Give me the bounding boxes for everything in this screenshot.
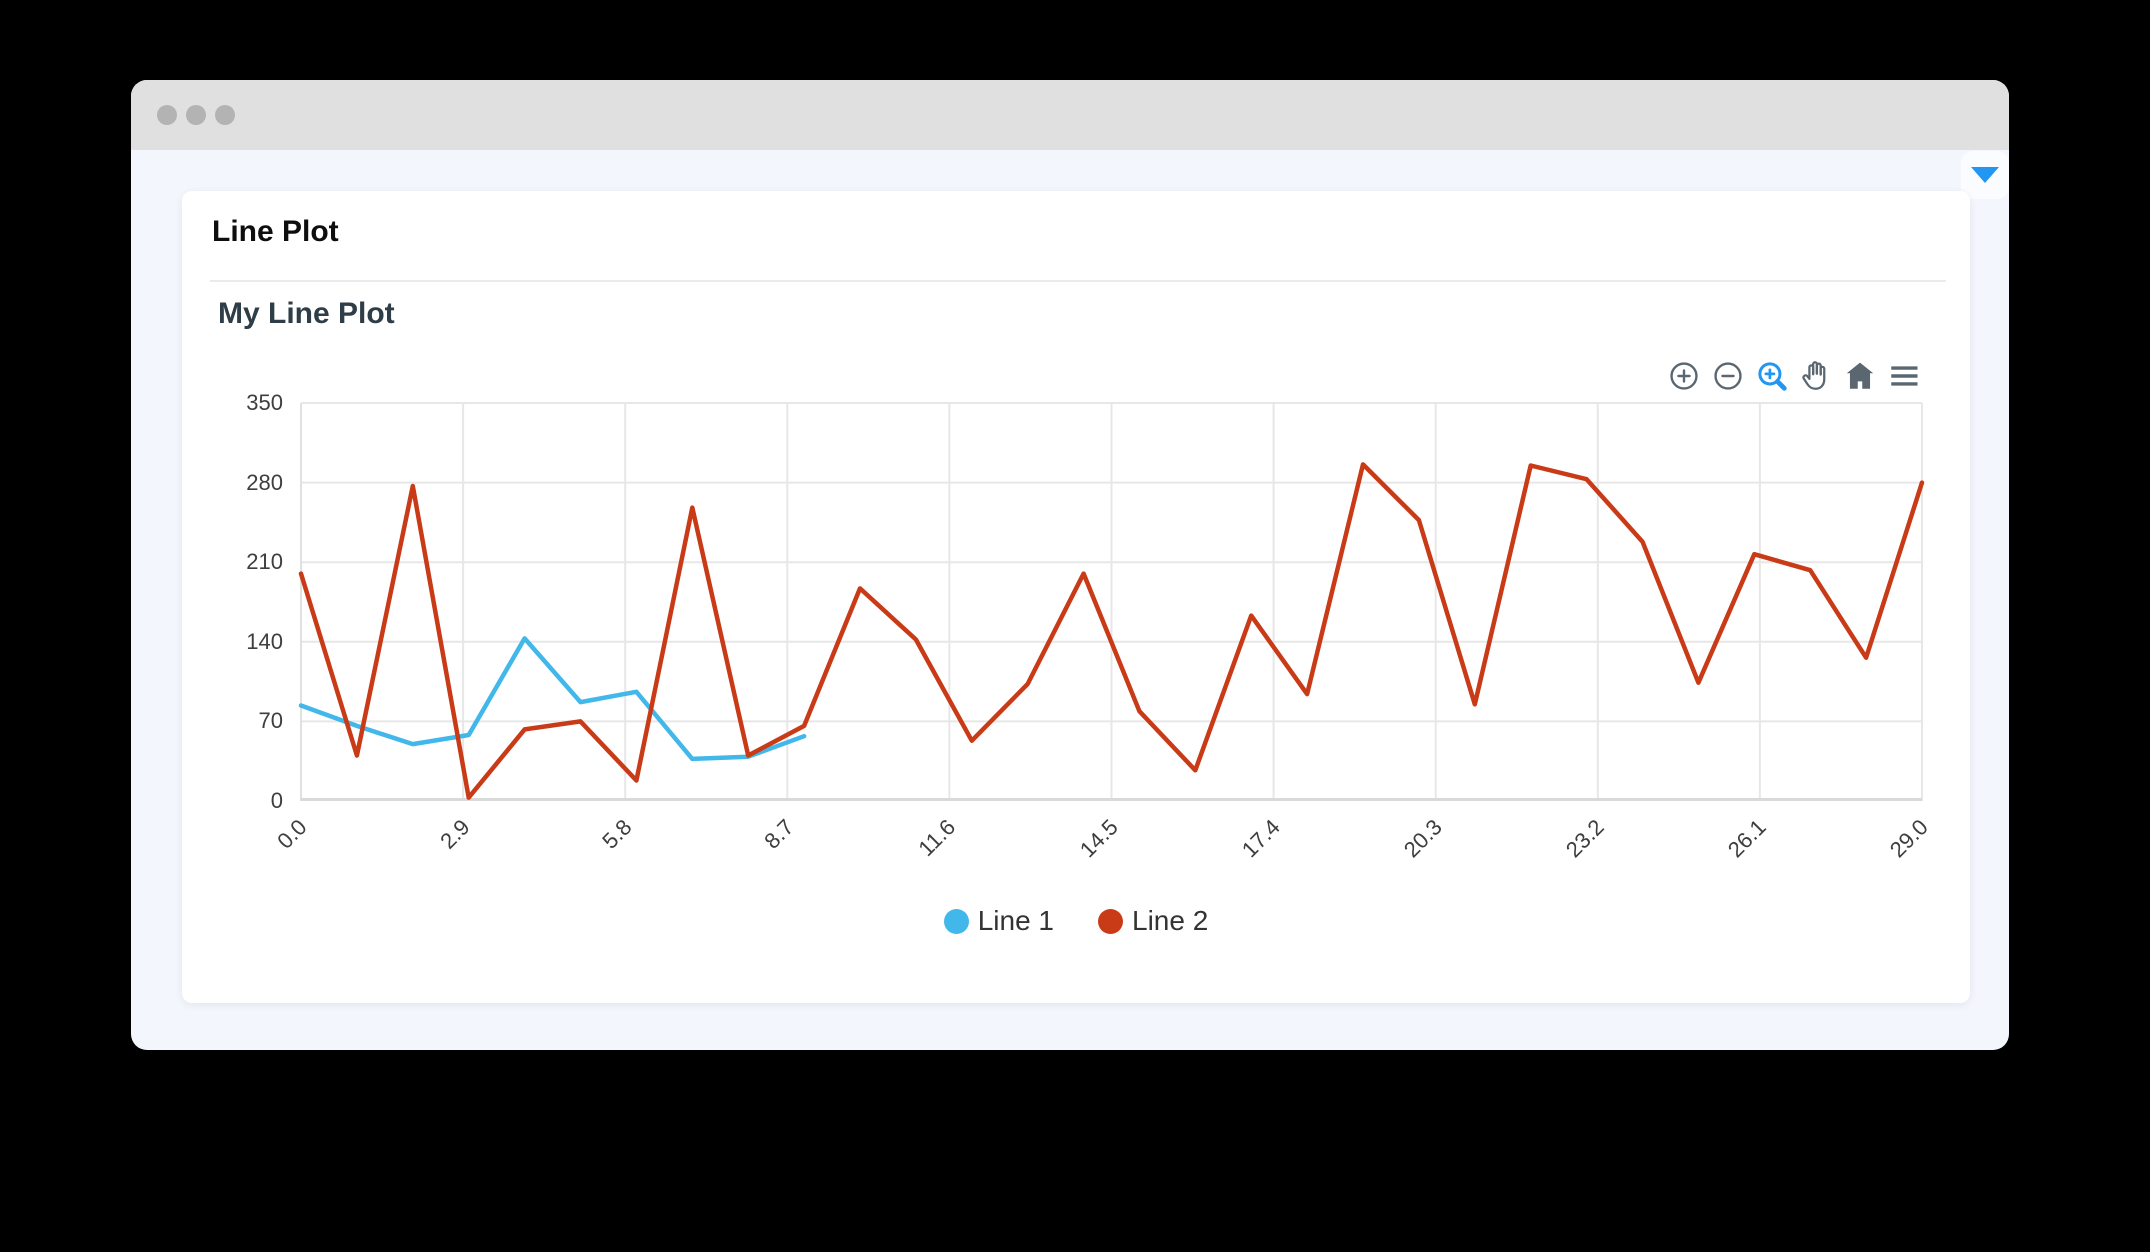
traffic-light-close[interactable]	[157, 105, 177, 125]
legend-item-line-1: Line 1	[943, 905, 1054, 937]
traffic-light-maximize[interactable]	[215, 105, 235, 125]
zoom-in-button[interactable]	[1666, 355, 1702, 397]
zoom-out-button[interactable]	[1710, 355, 1746, 397]
y-tick-label: 350	[246, 390, 283, 415]
collapse-panel-button[interactable]	[1961, 151, 2009, 199]
pan-button[interactable]	[1798, 355, 1834, 397]
hamburger-icon	[1891, 366, 1918, 386]
chart-title: My Line Plot	[218, 297, 395, 330]
home-button[interactable]	[1842, 355, 1878, 397]
y-tick-label: 140	[246, 628, 283, 654]
line-chart-canvas	[298, 402, 1925, 801]
divider	[210, 280, 1946, 282]
x-tick-label: 5.8	[596, 814, 637, 854]
series-line-2	[298, 462, 1925, 800]
x-tick-label: 17.4	[1236, 814, 1285, 863]
magnifier-plus-icon	[1758, 362, 1787, 391]
circle-minus-icon	[1714, 362, 1742, 390]
legend-label-line-2: Line 2	[1132, 905, 1209, 936]
home-icon	[1846, 362, 1874, 389]
x-tick-label: 0.0	[272, 814, 312, 854]
legend-marker-line-2	[1098, 908, 1123, 934]
x-tick-label: 8.7	[758, 814, 799, 854]
y-tick-label: 70	[258, 708, 283, 734]
page-title: Line Plot	[212, 215, 339, 248]
series-line-1	[298, 636, 807, 762]
legend: Line 1 Line 2	[182, 905, 1970, 937]
traffic-light-minimize[interactable]	[186, 105, 206, 125]
x-tick-label: 2.9	[434, 814, 475, 854]
hand-icon	[1802, 361, 1826, 390]
plot-area[interactable]	[298, 402, 1925, 801]
window-titlebar	[131, 80, 2009, 150]
plot-card: Line Plot My Line Plot	[182, 191, 1970, 1003]
legend-label-line-1: Line 1	[977, 905, 1054, 936]
x-tick-label: 26.1	[1722, 814, 1771, 863]
x-tick-label: 11.6	[913, 814, 961, 862]
x-tick-label: 14.5	[1074, 814, 1123, 863]
caret-down-icon	[1971, 167, 1999, 183]
x-tick-label: 29.0	[1885, 814, 1933, 863]
box-zoom-button[interactable]	[1754, 355, 1790, 397]
y-tick-label: 0	[270, 788, 283, 813]
menu-button[interactable]	[1886, 355, 1922, 397]
chart-toolbar	[1666, 355, 1922, 397]
y-tick-label: 210	[246, 549, 283, 575]
x-tick-label: 20.3	[1398, 814, 1447, 863]
legend-item-line-2: Line 2	[1098, 905, 1208, 937]
x-tick-label: 23.2	[1560, 814, 1609, 863]
app-window: Line Plot My Line Plot	[131, 80, 2009, 1050]
y-tick-label: 280	[246, 469, 283, 495]
circle-plus-icon	[1670, 362, 1698, 390]
legend-marker-line-1	[943, 908, 969, 934]
